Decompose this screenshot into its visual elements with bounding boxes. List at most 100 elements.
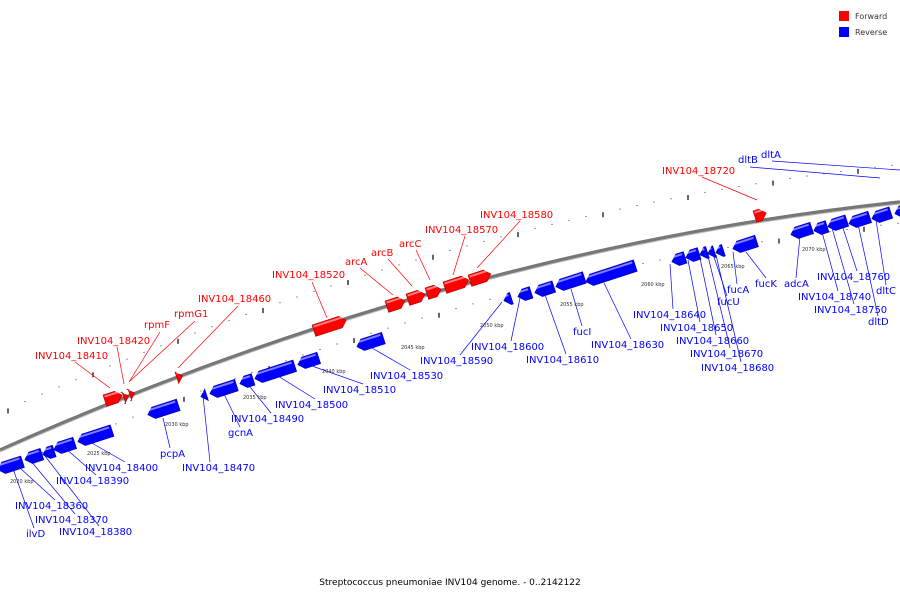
scale-label: 2025 kbp bbox=[87, 451, 111, 457]
gene-label-inv104-18720: INV104_18720 bbox=[662, 166, 735, 177]
legend-forward-swatch bbox=[839, 11, 849, 21]
reverse-gene[interactable] bbox=[847, 210, 873, 229]
gene-label-rpmg1: rpmG1 bbox=[174, 309, 208, 320]
reverse-gene[interactable] bbox=[731, 234, 759, 254]
reverse-gene[interactable] bbox=[554, 271, 587, 293]
reverse-gene[interactable] bbox=[870, 206, 894, 225]
forward-gene[interactable] bbox=[126, 387, 136, 402]
gene-labels: INV104_18410 INV104_18420 rpmF rpmG1 INV104_… bbox=[15, 150, 896, 540]
scale-label: 2050 kbp bbox=[480, 323, 504, 329]
reverse-gene[interactable] bbox=[0, 455, 25, 475]
genome-backbone bbox=[0, 200, 900, 452]
reverse-gene[interactable] bbox=[516, 286, 534, 303]
reverse-gene[interactable] bbox=[146, 398, 181, 420]
reverse-leader-line bbox=[162, 417, 171, 449]
reverse-gene[interactable] bbox=[893, 204, 900, 219]
gene-label-arcb: arcB bbox=[371, 248, 394, 259]
gene-label-inv104-18630: INV104_18630 bbox=[591, 340, 664, 351]
gene-label-dltc: dltC bbox=[876, 286, 896, 297]
forward-leader-line bbox=[359, 267, 394, 296]
gene-label-fuci: fucI bbox=[573, 327, 591, 338]
reverse-leader-line bbox=[29, 459, 76, 515]
forward-leader-line bbox=[387, 258, 413, 287]
scale-label: 2035 kbp bbox=[243, 395, 267, 401]
gene-label-pcpa: pcpA bbox=[160, 449, 185, 460]
legend-reverse-swatch bbox=[839, 27, 849, 37]
forward-gene[interactable] bbox=[384, 295, 407, 313]
reverse-leader-line bbox=[707, 255, 731, 349]
gene-label-rpmf: rpmF bbox=[144, 320, 170, 331]
gene-label-inv104-18390: INV104_18390 bbox=[56, 476, 129, 487]
gene-label-dltb: dltB bbox=[738, 155, 758, 166]
reverse-gene[interactable] bbox=[355, 331, 386, 352]
map-caption: Streptococcus pneumoniae INV104 genome. … bbox=[319, 578, 581, 588]
reverse-leader-line bbox=[713, 256, 728, 297]
reverse-gene[interactable] bbox=[706, 245, 717, 260]
gene-label-inv104-18410: INV104_18410 bbox=[35, 351, 108, 362]
reverse-gene[interactable] bbox=[533, 280, 557, 299]
gene-label-inv104-18380: INV104_18380 bbox=[59, 527, 132, 538]
reverse-leader-line bbox=[202, 395, 211, 463]
gene-label-inv104-18500: INV104_18500 bbox=[275, 400, 348, 411]
scale-label: 2070 kbp bbox=[802, 247, 826, 253]
forward-gene[interactable] bbox=[424, 283, 443, 300]
reverse-leader-line bbox=[857, 223, 879, 317]
forward-gene[interactable] bbox=[174, 370, 184, 385]
reverse-gene[interactable] bbox=[199, 388, 209, 402]
gene-label-inv104-18580: INV104_18580 bbox=[480, 210, 553, 221]
scale-label: 2020 kbp bbox=[10, 479, 34, 485]
reverse-gene[interactable] bbox=[76, 424, 115, 448]
gene-label-inv104-18590: INV104_18590 bbox=[420, 356, 493, 367]
gene-label-inv104-18520: INV104_18520 bbox=[272, 270, 345, 281]
forward-gene[interactable] bbox=[311, 314, 348, 337]
gene-label-inv104-18490: INV104_18490 bbox=[231, 414, 304, 425]
reverse-gene[interactable] bbox=[253, 359, 298, 384]
reverse-gene[interactable] bbox=[238, 373, 256, 390]
reverse-leader-line bbox=[603, 282, 632, 340]
gene-features[interactable] bbox=[0, 204, 900, 475]
gene-label-inv104-18360: INV104_18360 bbox=[15, 501, 88, 512]
reverse-gene[interactable] bbox=[502, 292, 514, 307]
reverse-leader-line bbox=[687, 259, 701, 323]
reverse-leader-line bbox=[715, 254, 742, 363]
gene-label-gcna: gcnA bbox=[228, 428, 253, 439]
gene-label-inv104-18760: INV104_18760 bbox=[817, 272, 890, 283]
reverse-leader-line bbox=[19, 467, 56, 501]
reverse-gene[interactable] bbox=[826, 214, 850, 233]
gene-label-inv104-18750: INV104_18750 bbox=[814, 305, 887, 316]
reverse-gene[interactable] bbox=[789, 221, 815, 240]
reverse-leader-line bbox=[459, 301, 503, 356]
gene-label-inv104-18460: INV104_18460 bbox=[198, 294, 271, 305]
scale-label: 2060 kbp bbox=[641, 282, 665, 288]
forward-leader-line bbox=[415, 249, 431, 281]
legend: Forward Reverse bbox=[839, 11, 887, 37]
reverse-gene[interactable] bbox=[714, 244, 726, 259]
forward-gene[interactable] bbox=[405, 288, 427, 306]
reverse-gene[interactable] bbox=[812, 220, 830, 237]
reverse-leader-line bbox=[745, 251, 767, 279]
forward-gene[interactable] bbox=[752, 207, 768, 223]
gene-label-inv104-18470: INV104_18470 bbox=[182, 463, 255, 474]
reverse-gene[interactable] bbox=[23, 448, 45, 465]
reverse-gene[interactable] bbox=[52, 436, 78, 455]
reverse-leader-line bbox=[875, 219, 887, 286]
reverse-gene[interactable] bbox=[670, 251, 688, 268]
forward-gene[interactable] bbox=[102, 389, 124, 407]
gene-label-inv104-18510: INV104_18510 bbox=[323, 385, 396, 396]
gene-label-inv104-18740: INV104_18740 bbox=[798, 292, 871, 303]
reverse-gene[interactable] bbox=[584, 259, 638, 287]
gene-label-arca: arcA bbox=[345, 257, 368, 268]
gene-label-fucu: fucU bbox=[717, 297, 740, 308]
reverse-gene[interactable] bbox=[684, 247, 702, 264]
forward-leader-line bbox=[128, 331, 161, 383]
reverse-leader-line bbox=[771, 160, 900, 171]
forward-leader-line bbox=[311, 281, 328, 319]
gene-label-dltd: dltD bbox=[868, 317, 889, 328]
forward-gene[interactable] bbox=[467, 268, 493, 287]
forward-gene[interactable] bbox=[442, 274, 470, 294]
reverse-gene[interactable] bbox=[208, 378, 239, 399]
reverse-leader-line bbox=[749, 166, 881, 179]
forward-gene[interactable] bbox=[120, 390, 130, 405]
reverse-leader-line bbox=[669, 263, 674, 310]
